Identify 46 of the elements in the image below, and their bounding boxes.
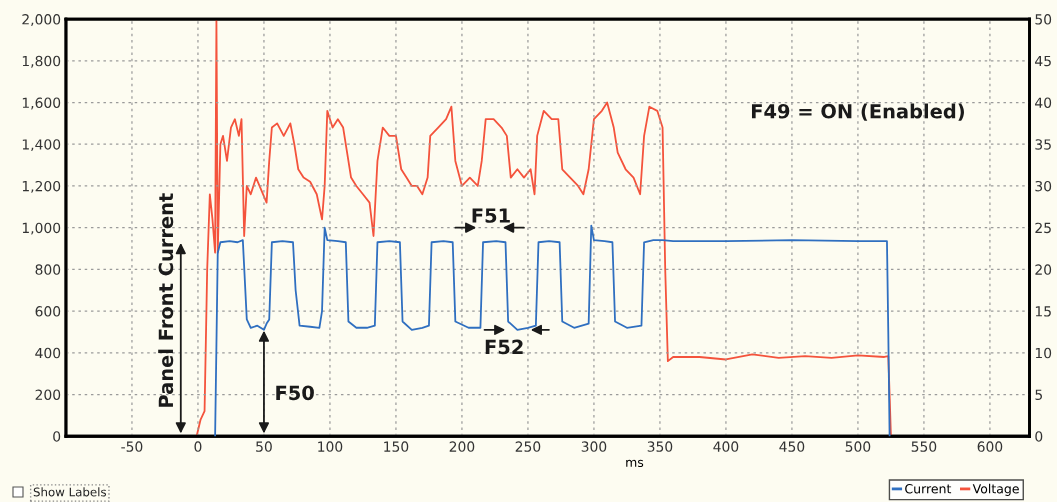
- y2-tick-label: 50: [1035, 14, 1052, 25]
- y2-tick-label: 25: [1035, 222, 1051, 234]
- x-tick-label: 150: [384, 441, 409, 452]
- y-tick-label: 1,600: [22, 97, 61, 110]
- y-tick-label: 1,200: [22, 180, 61, 193]
- x-tick-label: 350: [647, 441, 673, 452]
- legend-label: Current: [905, 484, 952, 494]
- y-tick-label: 1,000: [22, 222, 61, 235]
- y-tick-label: 200: [35, 389, 61, 400]
- y-tick-label: 1,400: [22, 139, 61, 152]
- annotation: F49 = ON (Enabled): [751, 103, 964, 121]
- y2-tick-label: 5: [1035, 389, 1042, 400]
- y2-tick-label: 15: [1035, 306, 1051, 317]
- y2-tick-label: 40: [1035, 97, 1052, 108]
- y-tick-label: 0: [53, 431, 61, 442]
- text: Show Labels: [33, 487, 107, 497]
- x-tick-label: -50: [121, 441, 143, 452]
- y2-tick-label: 0: [1035, 431, 1043, 442]
- y2-tick-label: 10: [1035, 347, 1052, 359]
- annotation: F51: [472, 208, 510, 223]
- x-tick-label: 450: [779, 441, 805, 452]
- y-tick-label: 800: [35, 264, 61, 275]
- annotation: F52: [485, 339, 523, 355]
- x-tick-label: 0: [194, 441, 202, 452]
- x-tick-label: 300: [581, 441, 607, 452]
- x-tick-label: 600: [977, 441, 1003, 452]
- annotation: Panel Front Current: [158, 193, 174, 407]
- y2-tick-label: 35: [1035, 139, 1051, 150]
- x-tick-label: 400: [713, 441, 739, 452]
- x-tick-label: 250: [515, 441, 541, 452]
- y2-tick-label: 20: [1035, 264, 1052, 275]
- y-tick-label: 600: [35, 306, 61, 317]
- line-series: [214, 224, 891, 437]
- x-axis-title: ms: [626, 459, 644, 467]
- y-tick-label: 400: [35, 347, 61, 359]
- y-tick-label: 2,000: [22, 14, 61, 26]
- y-tick-label: 1,800: [22, 55, 61, 68]
- y2-tick-label: 45: [1035, 55, 1051, 67]
- x-tick-label: 550: [911, 441, 937, 452]
- x-tick-label: 100: [318, 441, 343, 452]
- legend-label: Voltage: [972, 483, 1019, 496]
- x-tick-label: 500: [845, 441, 871, 452]
- annotation: F50: [276, 385, 314, 401]
- x-tick-label: 200: [449, 441, 475, 452]
- x-tick-label: 50: [256, 441, 272, 452]
- y2-tick-label: 30: [1035, 180, 1052, 192]
